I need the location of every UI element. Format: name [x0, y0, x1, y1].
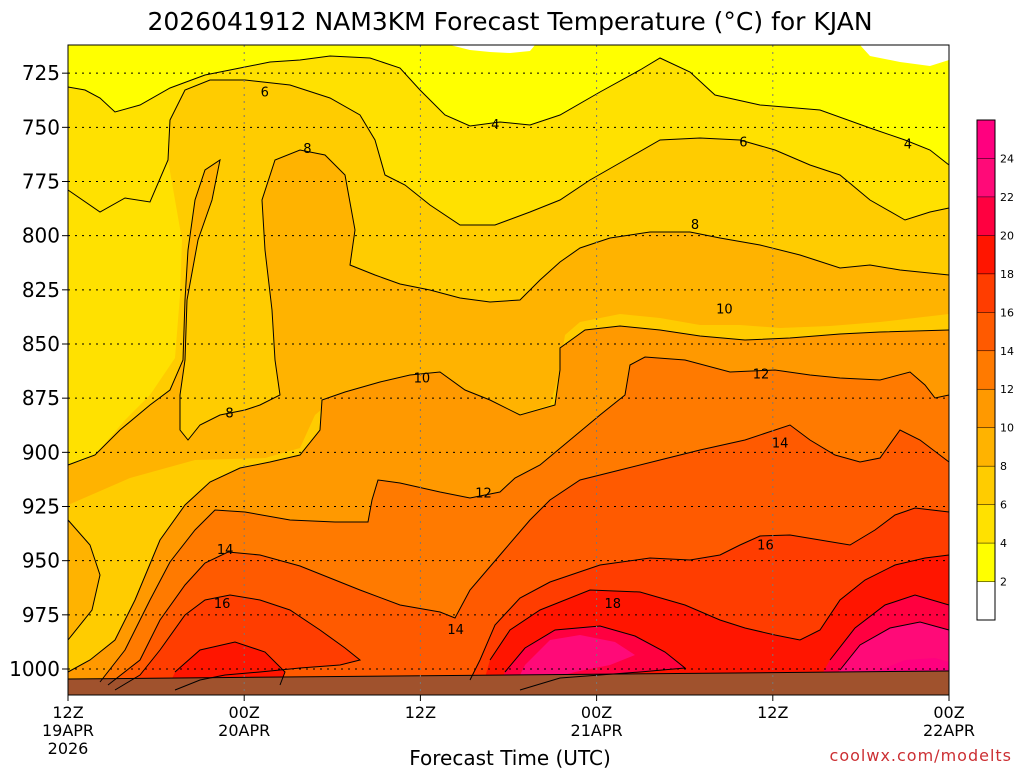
y-tick-label-975: 975	[22, 603, 60, 627]
chart-title: 2026041912 NAM3KM Forecast Temperature (…	[147, 7, 872, 36]
y-tick-label-800: 800	[22, 224, 60, 248]
colorbar-swatch-1	[977, 543, 995, 583]
contour-label-4: 4	[904, 138, 912, 153]
x-tick-label-3-1: 00Z	[581, 703, 612, 722]
colorbar-swatch-9	[977, 235, 995, 275]
x-tick-label-0-2: 19APR	[42, 721, 94, 740]
colorbar-swatch-6	[977, 350, 995, 390]
contour-line-12	[99, 356, 950, 683]
contour-label-3: 6	[739, 136, 747, 151]
contour-line-8b	[67, 519, 101, 641]
contour-line-16a	[114, 594, 362, 691]
contour-label-15: 16	[214, 597, 231, 612]
contour-label-13: 14	[217, 543, 234, 558]
y-tick-label-925: 925	[22, 495, 60, 519]
band-0-2	[450, 45, 949, 66]
colorbar-label-18: 18	[1000, 268, 1014, 281]
contour-field	[68, 45, 949, 695]
contour-line-4	[67, 55, 950, 166]
x-tick-label-4-1: 12Z	[757, 703, 788, 722]
contour-label-10: 14	[772, 437, 789, 452]
x-tick-label-0-3: 2026	[48, 739, 89, 758]
contour-label-9: 12	[753, 367, 770, 382]
contour-label-2: 4	[491, 118, 499, 133]
x-axis-title: Forecast Time (UTC)	[409, 746, 611, 768]
contour-label-11: 12	[475, 487, 492, 502]
contour-line-18b	[489, 554, 950, 661]
y-tick-label-875: 875	[22, 386, 60, 410]
y-tick-label-750: 750	[22, 115, 60, 139]
contour-label-8: 8	[225, 406, 233, 421]
band-20-22	[495, 595, 949, 695]
colorbar-label-4: 4	[1000, 537, 1007, 550]
contour-line-6	[67, 79, 950, 226]
x-tick-label-1-2: 20APR	[218, 721, 270, 740]
y-tick-label-950: 950	[22, 549, 60, 573]
band-18-20	[165, 555, 949, 695]
colorbar-label-16: 16	[1000, 306, 1014, 319]
y-axis: 725 750 775 800 825 850 875 900 925 950 975 1000	[9, 61, 68, 681]
contour-label-16: 14	[447, 623, 464, 638]
y-tick-label-1000: 1000	[9, 657, 60, 681]
colorbar-swatch-2	[977, 504, 995, 544]
colorbar-label-6: 6	[1000, 499, 1007, 512]
x-tick-label-1-1: 00Z	[229, 703, 260, 722]
contour-label-1: 8	[303, 142, 311, 157]
y-tick-label-725: 725	[22, 61, 60, 85]
y-tick-label-825: 825	[22, 278, 60, 302]
colorbar-label-14: 14	[1000, 345, 1014, 358]
plot-frame	[67, 44, 950, 696]
x-tick-label-2-1: 12Z	[405, 703, 436, 722]
colorbar-swatch-5	[977, 389, 995, 429]
y-tick-label-850: 850	[22, 332, 60, 356]
x-tick-label-3-2: 21APR	[571, 721, 623, 740]
colorbar-label-12: 12	[1000, 383, 1014, 396]
contour-label-12: 16	[757, 539, 774, 554]
colorbar-swatch-8	[977, 273, 995, 313]
band-2-4	[68, 45, 949, 165]
contour-label-6: 10	[716, 302, 733, 317]
contour-labels: 6 8 4 6 4 8 10 10 8 12 14 12 16 14 18 16 14	[214, 86, 912, 638]
colorbar-swatch-10	[977, 196, 995, 236]
band-8-10	[68, 150, 949, 695]
colorbar-label-2: 2	[1000, 576, 1007, 589]
colorbar-swatch-4	[977, 427, 995, 467]
x-tick-label-5-2: 22APR	[923, 721, 975, 740]
contour-line-14	[107, 424, 950, 686]
colorbar-frame	[976, 119, 996, 621]
x-tick-label-0-1: 12Z	[52, 703, 83, 722]
contour-line-10	[67, 325, 950, 673]
contour-line-ground	[67, 670, 950, 680]
contour-line-16b	[469, 507, 950, 681]
colorbar-swatch-0	[977, 581, 995, 621]
credit-text[interactable]: coolwx.com/modelts	[830, 746, 1012, 765]
contour-line-18a	[174, 641, 286, 686]
contour-line-22	[839, 621, 950, 671]
x-tick-label-5-1: 00Z	[933, 703, 964, 722]
contour-lines	[67, 55, 950, 691]
contour-label-14: 18	[604, 597, 621, 612]
colorbar-label-22: 22	[1000, 191, 1014, 204]
colorbar-swatch-11	[977, 158, 995, 198]
colorbar-swatch-3	[977, 466, 995, 506]
contour-label-5: 8	[691, 218, 699, 233]
contour-label-0: 6	[261, 86, 269, 101]
y-tick-label-900: 900	[22, 440, 60, 464]
colorbar-label-24: 24	[1000, 152, 1014, 165]
colorbar-swatch-12	[977, 120, 995, 159]
contour-line-20b	[829, 594, 950, 661]
contour-line-8	[67, 149, 950, 466]
contour-label-7: 10	[414, 372, 431, 387]
contour-line-20a	[504, 625, 687, 691]
colorbar-label-8: 8	[1000, 460, 1007, 473]
colorbar-label-20: 20	[1000, 229, 1014, 242]
colorbar-swatch-7	[977, 312, 995, 352]
y-tick-label-775: 775	[22, 170, 60, 194]
colorbar-label-10: 10	[1000, 422, 1014, 435]
